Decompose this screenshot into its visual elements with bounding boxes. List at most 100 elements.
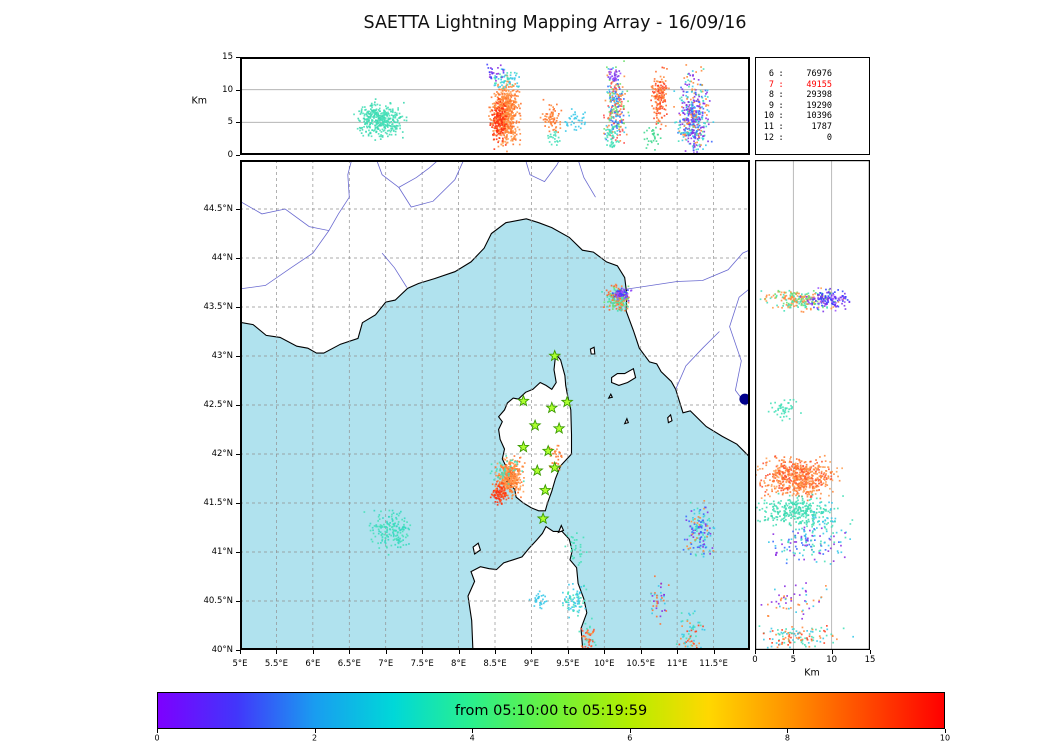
lightning-source-point [394, 128, 397, 130]
lightning-source-point [552, 113, 554, 116]
lightning-source-point [395, 114, 397, 116]
lightning-source-point [689, 80, 691, 83]
lightning-source-point [809, 307, 812, 310]
lightning-source-point [513, 136, 515, 139]
lightning-source-point [502, 109, 504, 112]
lightning-source-point [576, 603, 579, 605]
lightning-source-point [586, 630, 589, 633]
lightning-source-point [798, 468, 800, 471]
lightning-source-point [503, 88, 506, 90]
lightning-source-point [810, 480, 812, 482]
lightning-source-point [502, 457, 505, 460]
lightning-source-point [509, 463, 512, 466]
lightning-source-point [675, 121, 678, 123]
lightning-source-point [702, 519, 704, 522]
lightning-source-point [653, 135, 656, 138]
lightning-source-point [613, 101, 616, 104]
lightning-source-point [403, 119, 406, 122]
landmass-montecristo [623, 417, 630, 425]
lightning-source-point [608, 300, 610, 303]
lightning-source-point [588, 640, 591, 643]
lightning-source-point [511, 466, 513, 469]
lightning-source-point [701, 116, 704, 118]
lightning-source-point [403, 528, 405, 531]
lightning-source-point [844, 296, 847, 298]
lightning-source-point [659, 137, 662, 139]
lightning-source-point [690, 510, 693, 512]
lightning-source-point [513, 480, 515, 483]
lightning-source-point [517, 491, 519, 494]
lightning-source-point [699, 145, 701, 148]
lightning-source-point [624, 297, 626, 300]
lightning-source-point [698, 546, 701, 548]
lightning-source-point [494, 489, 497, 492]
lightning-source-point [615, 69, 617, 71]
lightning-source-point [496, 133, 499, 136]
lightning-source-point [502, 116, 505, 119]
lightning-source-point [571, 555, 574, 557]
lightning-source-point [614, 90, 616, 93]
lightning-source-point [780, 291, 783, 294]
lightning-source-point [809, 482, 812, 485]
lightning-source-point [780, 475, 783, 478]
lightning-source-point [390, 120, 392, 123]
lightning-source-point [776, 518, 779, 521]
lightning-source-point [503, 489, 506, 492]
lightning-source-point [500, 68, 503, 70]
lightning-source-point [549, 466, 552, 469]
lightning-source-point [572, 557, 574, 560]
lightning-source-point [543, 601, 546, 603]
lightning-source-point [608, 305, 611, 308]
lightning-source-point [683, 101, 686, 104]
lightning-source-point [842, 295, 844, 297]
lightning-source-point [379, 526, 382, 528]
lightning-source-point [361, 106, 364, 108]
lightning-source-point [500, 464, 503, 467]
lightning-source-point [498, 104, 501, 106]
lightning-source-point [386, 120, 388, 123]
lightning-source-point [841, 302, 843, 305]
lightning-source-point [613, 288, 616, 291]
lightning-source-point [539, 116, 542, 119]
lightning-source-point [383, 109, 385, 112]
lightning-source-point [566, 607, 569, 610]
lightning-source-point [695, 126, 697, 129]
lightning-source-point [830, 298, 832, 300]
lightning-source-point [579, 549, 582, 552]
lightning-source-point [697, 79, 700, 81]
lightning-source-point [690, 520, 693, 523]
lightning-source-point [652, 605, 655, 607]
lightning-source-point [539, 606, 541, 609]
lightning-source-point [683, 128, 685, 131]
lightning-source-point [505, 115, 508, 118]
lightning-source-point [770, 402, 772, 405]
lightning-source-point [610, 117, 613, 120]
lightning-source-point [791, 294, 794, 296]
lightning-source-point [489, 122, 492, 125]
lightning-source-point [498, 498, 501, 500]
lightning-source-point [620, 305, 623, 308]
lightning-source-point [827, 477, 830, 480]
lightning-source-point [555, 119, 558, 122]
lightning-source-point [701, 525, 703, 527]
lightning-source-point [556, 141, 559, 143]
lightning-source-point [621, 90, 624, 93]
lightning-source-point [692, 106, 695, 109]
lightning-source-point [545, 115, 548, 118]
lightning-source-point [762, 462, 765, 465]
lightning-source-point [705, 525, 707, 527]
lightning-source-point [508, 468, 510, 470]
lightning-source-point [542, 594, 545, 597]
lightning-source-point [396, 534, 399, 536]
lightning-source-point [381, 532, 384, 535]
lightning-source-point [673, 106, 675, 108]
lightning-source-point [658, 97, 660, 99]
lightning-source-point [848, 301, 851, 303]
lightning-source-point [705, 144, 707, 147]
lightning-source-point [508, 81, 511, 83]
lightning-source-point [570, 541, 573, 543]
lightning-source-point [520, 481, 523, 483]
lightning-source-point [815, 467, 817, 470]
lightning-source-point [609, 96, 611, 99]
lightning-source-point [506, 117, 509, 120]
